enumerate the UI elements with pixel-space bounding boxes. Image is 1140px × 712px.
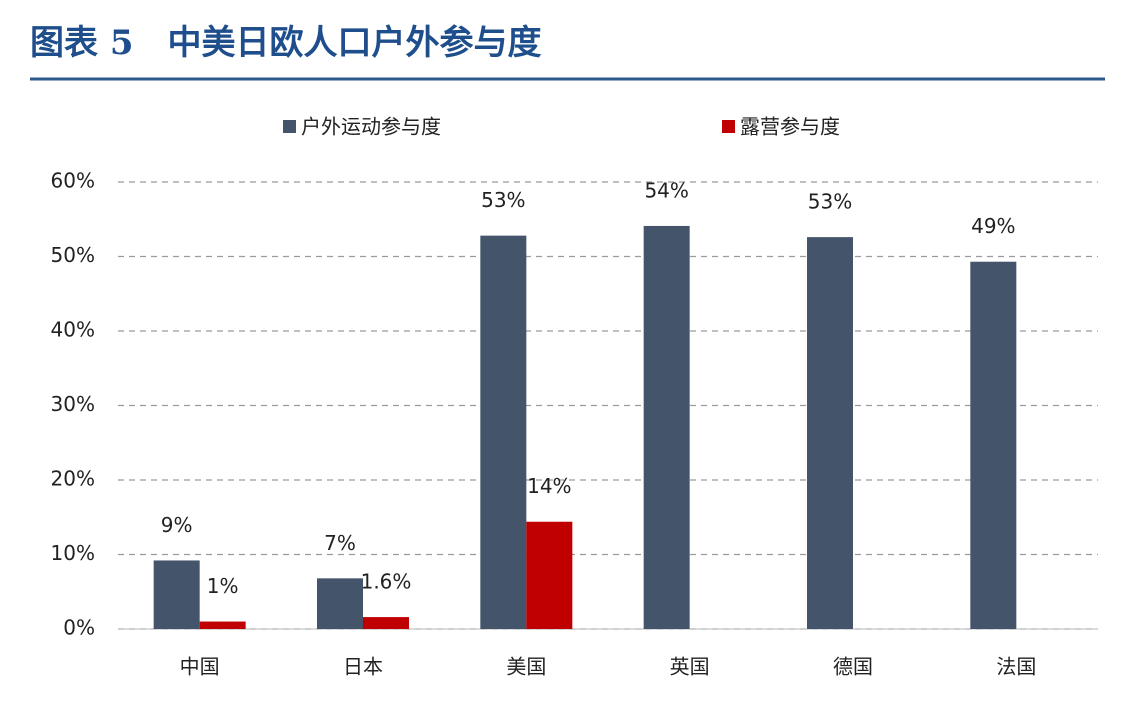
data-label: 53%: [481, 188, 525, 212]
bar: [363, 617, 409, 629]
x-tick-label: 法国: [996, 655, 1036, 679]
bar: [643, 225, 690, 629]
y-tick-label: 30%: [51, 392, 95, 416]
y-tick-label: 10%: [51, 541, 95, 565]
data-label: 49%: [971, 214, 1015, 238]
x-tick-label: 日本: [343, 655, 383, 679]
data-label: 1.6%: [361, 570, 412, 594]
data-label: 14%: [527, 474, 571, 498]
x-tick-label: 美国: [506, 655, 546, 679]
x-tick-label: 德国: [833, 655, 873, 679]
data-label: 54%: [644, 178, 688, 202]
y-tick-label: 20%: [51, 467, 95, 491]
data-label: 1%: [207, 574, 239, 598]
data-label: 53%: [808, 190, 852, 214]
x-tick-label: 英国: [670, 655, 710, 679]
legend-label: 露营参与度: [740, 115, 840, 139]
bar: [153, 560, 200, 629]
y-tick-label: 60%: [51, 169, 95, 193]
legend-swatch: [722, 120, 735, 133]
legend-label: 户外运动参与度: [301, 115, 441, 139]
data-label: 7%: [324, 531, 356, 555]
bar: [480, 235, 527, 629]
chart-title: 图表 5 中美日欧人口户外参与度: [30, 23, 542, 63]
bar: [970, 261, 1017, 629]
x-tick-label: 中国: [180, 655, 220, 679]
data-label: 9%: [161, 513, 193, 537]
bar: [317, 578, 363, 629]
y-tick-label: 50%: [51, 243, 95, 267]
bar: [199, 621, 246, 629]
bar: [526, 521, 573, 629]
y-tick-label: 40%: [51, 318, 95, 342]
y-tick-label: 0%: [63, 616, 95, 640]
bar: [807, 237, 853, 629]
legend-swatch: [283, 120, 296, 133]
